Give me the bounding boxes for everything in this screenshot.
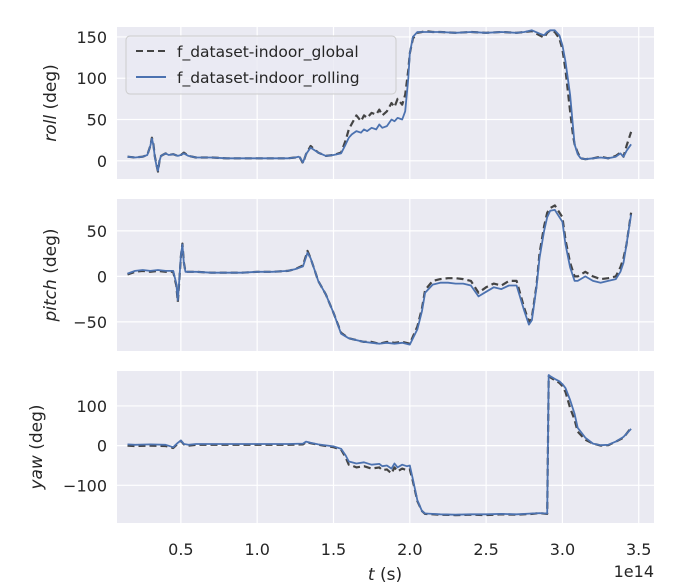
x-tick-label: 3.0 <box>550 540 575 559</box>
yaw-y-tick-label: 0 <box>97 437 107 456</box>
pitch-y-tick-label: 0 <box>97 267 107 286</box>
yaw-y-axis-label: yaw (deg) <box>27 404 47 490</box>
roll-y-ticks: 0 50 100 150 <box>76 28 107 171</box>
pitch-y-tick-label: −50 <box>73 313 107 332</box>
roll-y-tick-label: 0 <box>97 152 107 171</box>
x-ticks: 0.5 1.0 1.5 2.0 2.5 3.0 3.5 <box>168 540 651 559</box>
x-axis-label: t (s) <box>368 565 402 584</box>
legend: f_dataset-indoor_global f_dataset-indoor… <box>125 35 397 95</box>
yaw-plot-area <box>117 371 654 523</box>
yaw-y-tick-label: 100 <box>76 397 107 416</box>
roll-y-tick-label: 100 <box>76 69 107 88</box>
pitch-plot-area <box>117 199 654 351</box>
x-tick-label: 0.5 <box>168 540 193 559</box>
x-tick-label: 2.0 <box>397 540 422 559</box>
roll-series <box>127 29 633 173</box>
roll-y-tick-label: 150 <box>76 28 107 47</box>
pitch-panel: −50 0 50 pitch (deg) <box>41 199 654 351</box>
roll-series-rolling-line <box>127 29 632 172</box>
pitch-series <box>127 204 633 346</box>
yaw-y-tick-label: −100 <box>63 476 107 495</box>
x-tick-label: 3.5 <box>626 540 651 559</box>
legend-label-rolling: f_dataset-indoor_rolling <box>177 69 360 88</box>
pitch-y-ticks: −50 0 50 <box>73 222 107 332</box>
x-tick-label: 1.0 <box>244 540 269 559</box>
yaw-y-ticks: −100 0 100 <box>63 397 107 495</box>
roll-y-axis-label: roll (deg) <box>41 64 61 142</box>
pitch-y-axis-label: pitch (deg) <box>41 228 61 322</box>
yaw-grid <box>117 371 654 523</box>
x-offset-text: 1e14 <box>614 562 654 581</box>
yaw-series-global-line <box>127 375 632 517</box>
yaw-panel: −100 0 100 0.5 1.0 1.5 2.0 2.5 3.0 3.5 yaw (deg)… <box>27 371 654 584</box>
x-tick-label: 2.5 <box>473 540 498 559</box>
yaw-series-rolling-line <box>127 374 632 516</box>
legend-label-global: f_dataset-indoor_global <box>177 43 359 62</box>
pitch-series-rolling-line <box>127 209 632 346</box>
roll-panel: 0 50 100 150 roll (deg) f_dataset-indoor_gl… <box>41 27 654 179</box>
roll-y-tick-label: 50 <box>87 111 107 130</box>
yaw-series <box>127 374 632 517</box>
pitch-y-tick-label: 50 <box>87 222 107 241</box>
x-tick-label: 1.5 <box>321 540 346 559</box>
pitch-grid <box>117 199 654 351</box>
